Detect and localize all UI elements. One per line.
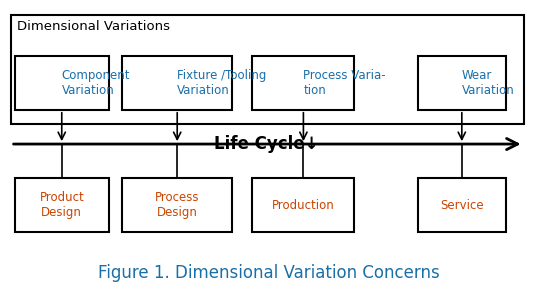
Bar: [252, 56, 354, 110]
Text: Service: Service: [440, 199, 484, 212]
Text: Life Cycle↓: Life Cycle↓: [214, 135, 318, 153]
Text: Process
Design: Process Design: [155, 191, 199, 219]
Text: Production: Production: [272, 199, 335, 212]
Bar: [15, 178, 108, 232]
Bar: [418, 178, 506, 232]
Bar: [122, 178, 232, 232]
Bar: [15, 56, 108, 110]
Bar: [11, 15, 524, 124]
Bar: [252, 178, 354, 232]
Text: Product
Design: Product Design: [39, 191, 84, 219]
Bar: [122, 56, 232, 110]
Text: Wear
Variation: Wear Variation: [462, 69, 514, 97]
Bar: [418, 56, 506, 110]
Text: Fixture /Tooling
Variation: Fixture /Tooling Variation: [177, 69, 266, 97]
Text: Process Varia-
tion: Process Varia- tion: [303, 69, 386, 97]
Text: Dimensional Variations: Dimensional Variations: [17, 20, 170, 33]
Text: Figure 1. Dimensional Variation Concerns: Figure 1. Dimensional Variation Concerns: [98, 264, 439, 282]
Text: Component
Variation: Component Variation: [62, 69, 130, 97]
